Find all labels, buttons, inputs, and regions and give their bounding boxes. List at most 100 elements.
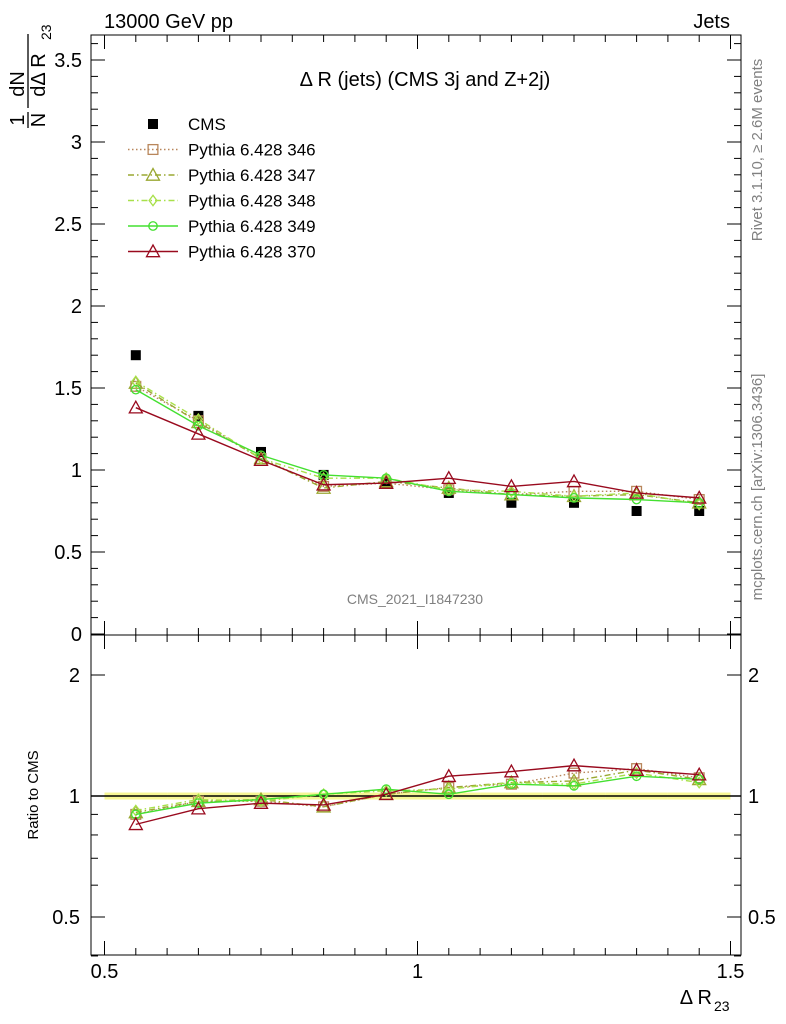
mcplots-label: mcplots.cern.ch [arXiv:1306.3436]	[749, 374, 766, 601]
legend-label: Pythia 6.428 370	[188, 243, 316, 262]
ratio-point	[506, 779, 517, 790]
main-point	[128, 399, 144, 414]
ratio-series-line	[135, 772, 700, 812]
legend-entry: Pythia 6.428 347	[128, 166, 316, 185]
main-y-tick-label: 1	[71, 460, 82, 482]
ratio-point	[628, 762, 645, 776]
main-y-tick-label: 3.5	[54, 50, 82, 72]
ratio-point	[190, 800, 207, 815]
main-series	[128, 399, 707, 504]
main-point	[130, 384, 141, 395]
legend-entry: Pythia 6.428 348	[128, 192, 316, 211]
main-point	[315, 480, 332, 494]
main-series	[128, 375, 707, 509]
ylabel-dden: dΔ R	[28, 53, 50, 96]
ratio-y-label: Ratio to CMS	[25, 750, 42, 839]
main-y-tick-label: 0	[71, 624, 82, 646]
ylabel-frac-num: 1	[7, 114, 29, 125]
xlabel-sub: 23	[714, 998, 730, 1014]
ratio-point	[631, 766, 642, 780]
watermark: CMS_2021_I1847230	[347, 591, 483, 607]
legend-label: Pythia 6.428 348	[188, 192, 316, 211]
main-y-label: 1 N dN dΔ R 23	[7, 24, 54, 128]
rivet-label: Rivet 3.1.10, ≥ 2.6M events	[749, 59, 766, 242]
main-point	[506, 489, 517, 500]
x-axis-label: Δ R 23	[680, 987, 730, 1014]
main-point	[131, 375, 141, 388]
legend-entry: Pythia 6.428 349	[128, 217, 316, 236]
ylabel-sub: 23	[38, 24, 54, 40]
ratio-point	[441, 768, 457, 783]
legend-label: Pythia 6.428 349	[188, 217, 316, 236]
header-left: 13000 GeV pp	[104, 11, 233, 33]
main-point	[318, 471, 329, 485]
x-tick-label: 1	[412, 961, 423, 983]
ratio-point	[315, 798, 332, 813]
main-point	[441, 480, 457, 494]
ratio-y-tick-label: 2	[69, 665, 80, 687]
main-series-line	[135, 389, 700, 504]
main-point	[691, 490, 707, 504]
ratio-y-tick-label-right: 0.5	[748, 907, 776, 929]
main-point	[566, 473, 582, 488]
ratio-point	[566, 757, 582, 772]
main-point	[253, 452, 269, 467]
ratio-point	[503, 763, 520, 778]
ratio-point	[631, 771, 642, 782]
ratio-point	[315, 797, 332, 811]
main-point	[506, 497, 517, 508]
ylabel-frac-den: N	[28, 113, 50, 127]
main-y-tick-label: 2.5	[54, 214, 82, 236]
ratio-series	[128, 757, 707, 831]
main-y-tick-label: 2	[71, 296, 82, 318]
plot-title: Δ R (jets) (CMS 3j and Z+2j)	[300, 69, 551, 91]
ratio-point	[193, 793, 204, 806]
legend-label: Pythia 6.428 347	[188, 166, 316, 185]
legend-marker	[145, 243, 161, 258]
main-point	[441, 470, 457, 485]
main-point	[443, 486, 454, 497]
ratio-point	[441, 779, 457, 794]
legend-entry: CMS	[148, 115, 226, 134]
ratio-axis-ticks: 0.5 1 1.5 0.5 0.5 1 1 2 2	[52, 635, 776, 983]
ratio-y-tick-label: 1	[69, 786, 80, 808]
main-point	[378, 475, 394, 489]
main-point	[631, 494, 642, 505]
ratio-point	[381, 784, 392, 795]
ratio-y-tick-label-right: 2	[748, 665, 759, 687]
main-point	[694, 506, 705, 516]
main-point	[130, 350, 141, 361]
legend-marker	[148, 194, 158, 207]
ratio-series	[128, 762, 707, 819]
xlabel-main: Δ R	[680, 987, 712, 1009]
ratio-uncertainty-band	[91, 792, 741, 800]
ratio-point	[193, 798, 204, 809]
legend-entry: Pythia 6.428 346	[128, 141, 316, 160]
legend-entry: Pythia 6.428 370	[128, 243, 316, 262]
main-series	[130, 380, 705, 506]
ratio-point	[569, 780, 579, 791]
main-point	[190, 426, 207, 440]
ratio-series-line	[135, 764, 700, 826]
legend-marker	[148, 221, 158, 231]
main-point	[569, 497, 579, 508]
ratio-series-line	[135, 775, 700, 816]
header-right: Jets	[693, 11, 730, 33]
ratio-point	[691, 766, 707, 781]
ratio-point	[378, 786, 394, 801]
x-tick-label: 1.5	[717, 961, 745, 983]
main-point	[315, 476, 332, 491]
main-point	[506, 485, 517, 498]
ratio-point	[253, 795, 269, 809]
main-axis-ticks: 0 0.5 1 1.5 2 2.5 3 3.5	[54, 35, 741, 646]
legend-marker	[148, 119, 158, 129]
main-series-layer	[128, 350, 707, 516]
ratio-point	[128, 816, 144, 831]
main-series-line	[135, 380, 700, 506]
main-y-tick-label: 1.5	[54, 378, 82, 400]
main-point	[631, 506, 642, 516]
ylabel-dnum: dN	[7, 71, 29, 97]
main-series-line	[135, 407, 700, 499]
main-y-tick-label: 0.5	[54, 542, 82, 564]
